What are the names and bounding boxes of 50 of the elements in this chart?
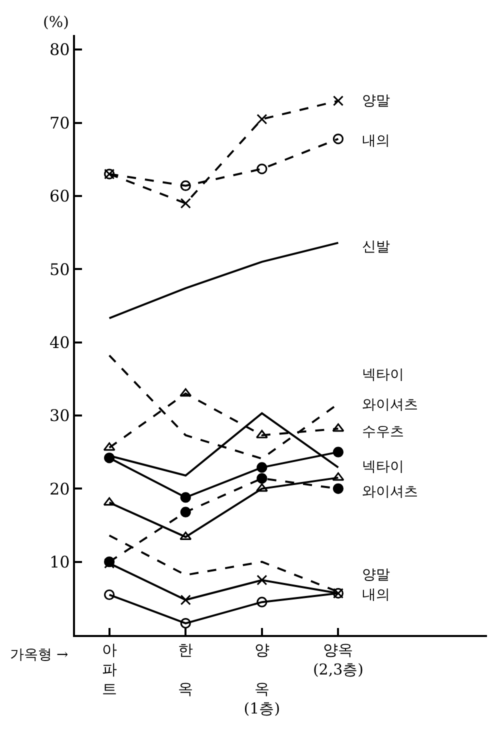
annotation: 넥타이 bbox=[362, 459, 404, 475]
point bbox=[256, 164, 268, 174]
point bbox=[180, 180, 191, 192]
point bbox=[180, 618, 191, 629]
line-series bbox=[108, 242, 340, 320]
point bbox=[332, 134, 344, 144]
point bbox=[256, 483, 268, 492]
y-tick-label: 60 bbox=[49, 186, 70, 206]
point bbox=[103, 442, 116, 451]
category-label: 양 옥 (1층) bbox=[244, 641, 280, 718]
point bbox=[104, 589, 115, 600]
y-tick-label: 80 bbox=[49, 40, 70, 60]
point bbox=[256, 473, 268, 484]
x-tick-label: 아 파 트 bbox=[102, 641, 117, 698]
point bbox=[332, 423, 344, 432]
point bbox=[103, 497, 116, 506]
y-tick-label: 10 bbox=[49, 552, 70, 572]
annotation: 양말 bbox=[362, 93, 390, 109]
annotation: 넥타이 bbox=[362, 367, 404, 383]
point bbox=[256, 574, 268, 586]
point bbox=[104, 452, 115, 464]
annotation: 내의 bbox=[362, 133, 390, 149]
y-tick-label: 50 bbox=[49, 260, 70, 279]
point bbox=[180, 388, 192, 397]
annotation: 신발 bbox=[362, 239, 390, 255]
point bbox=[180, 506, 191, 518]
point bbox=[180, 492, 191, 503]
y-tick-label: 20 bbox=[49, 479, 70, 498]
point bbox=[180, 594, 191, 606]
annotation: 양말 bbox=[362, 567, 390, 583]
annotation: 와이셔츠 bbox=[362, 397, 418, 413]
annotation: 수우츠 bbox=[362, 424, 404, 440]
y-tick-label: 40 bbox=[49, 332, 70, 352]
point bbox=[256, 462, 268, 473]
point bbox=[332, 96, 344, 106]
y-axis-title: (%) bbox=[43, 13, 69, 31]
point bbox=[332, 446, 344, 458]
point bbox=[256, 596, 268, 608]
x-tick-label: 양옥 (2,3층) bbox=[312, 641, 364, 678]
annotation: 와이셔츠 bbox=[362, 484, 418, 500]
x-axis-title: 가옥형 → bbox=[10, 647, 68, 663]
point bbox=[180, 198, 191, 209]
category-label: 한 옥 bbox=[178, 641, 194, 698]
point bbox=[332, 472, 344, 481]
y-tick-label: 70 bbox=[49, 113, 70, 132]
point bbox=[332, 483, 344, 494]
annotation: 내의 bbox=[362, 587, 390, 603]
point bbox=[256, 430, 268, 438]
y-tick-label: 30 bbox=[49, 406, 70, 426]
point bbox=[256, 114, 268, 124]
